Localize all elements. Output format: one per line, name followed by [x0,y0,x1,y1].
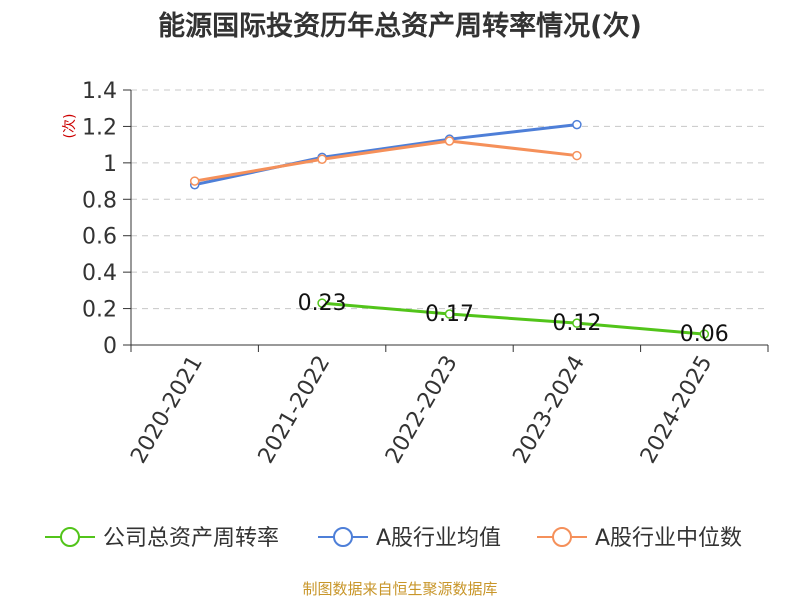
y-tick-label: 1 [103,152,117,177]
source-note: 制图数据来自恒生聚源数据库 [302,580,498,598]
x-tick-label: 2022-2023 [381,352,463,468]
data-point [572,119,582,130]
x-tick-label: 2021-2022 [254,352,336,468]
data-point [317,298,327,308]
y-tick-label: 0.2 [82,298,117,323]
data-point [572,150,582,161]
y-tick-label: 0 [103,334,117,359]
data-label: 0.12 [552,311,601,336]
data-point [699,329,710,339]
series-line [194,139,578,183]
data-point [317,154,327,164]
legend-label: A股行业中位数 [595,526,742,551]
data-label: 0.06 [680,322,729,347]
data-labels: 0.23 0.17 0.12 0.06 [298,291,729,347]
grid-lines [131,89,768,310]
legend-swatch-marker [333,527,353,547]
y-axis-unit-label: (次) [62,114,78,139]
legend-label: A股行业均值 [376,526,501,551]
chart-title: 能源国际投资历年总资产周转率情况(次) [158,11,642,42]
data-point [572,318,582,328]
legend-swatch-marker [60,527,80,547]
y-tick-label: 0.8 [82,188,117,213]
data-point [189,176,200,186]
legend: 公司总资产周转率 A股行业均值 A股行业中位数 [45,526,742,551]
y-tick-label: 0.6 [82,225,117,250]
legend-swatch-marker [552,527,572,547]
series-line [321,301,705,336]
axes: 0 0.2 0.4 0.6 0.8 1 1.2 1.4 2020-2021 2021-2022 20… [82,79,769,468]
x-tick-label: 2023-2024 [508,352,590,468]
data-point [444,136,455,146]
data-label: 0.17 [425,302,474,327]
legend-label: 公司总资产周转率 [103,526,279,551]
data-point [444,309,455,319]
series-line [194,123,578,187]
y-tick-label: 1.4 [82,79,117,104]
y-tick-label: 1.2 [82,115,117,140]
x-tick-label: 2024-2025 [636,352,718,468]
y-tick-label: 0.4 [82,261,117,286]
data-label: 0.23 [298,291,347,316]
series-lines [189,119,710,339]
x-tick-label: 2020-2021 [126,352,208,468]
